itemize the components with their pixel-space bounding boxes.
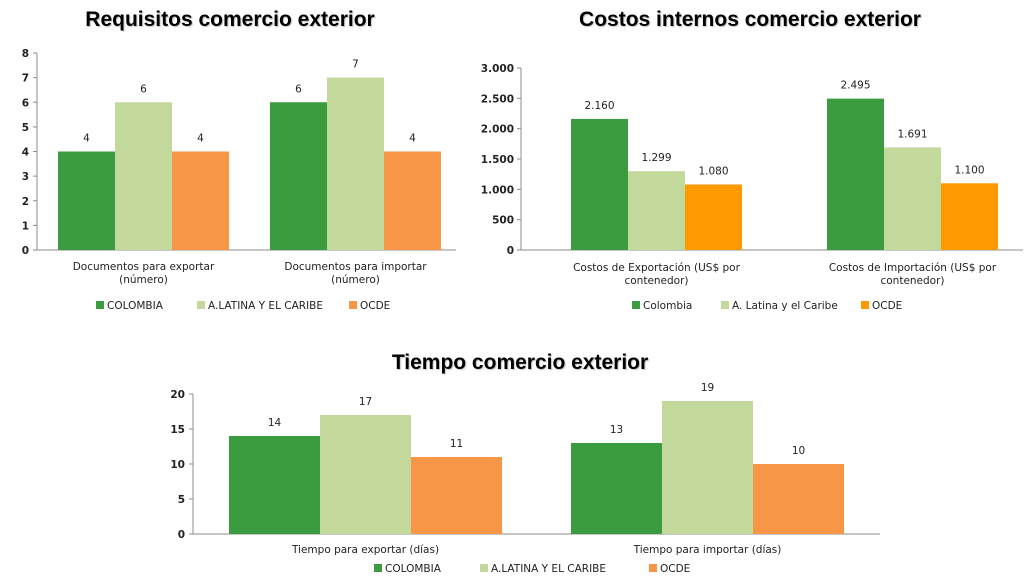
chart-2-y-tick-label: 2.500 [481,93,514,105]
chart-1-y-tick-label: 1 [22,220,29,232]
chart-1-legend-swatch [349,301,357,309]
chart-1-y-tick-label: 0 [22,245,29,257]
chart-1-y-tick-label: 3 [22,171,29,183]
chart-1-bar [384,151,441,250]
chart-2-value-label: 1.299 [641,152,671,164]
chart-1-y-tick-label: 6 [22,97,29,109]
chart-2-title: Costos internos comercio exterior [579,8,921,31]
chart-1-legend-label: OCDE [360,300,390,312]
chart-1-value-label: 7 [352,59,359,71]
chart-2-value-label: 2.495 [840,80,870,92]
chart-2-category-label: contenedor) [624,275,688,287]
chart-2-category-label: contenedor) [880,275,944,287]
chart-2-value-label: 1.080 [698,165,728,177]
chart-3-legend-swatch [649,564,657,572]
chart-1-bar [270,102,327,250]
chart-1-bar [172,151,229,250]
chart-1-legend-label: COLOMBIA [107,300,164,312]
chart-3-bar [753,464,844,534]
chart-3-value-label: 13 [610,424,623,436]
chart-2-bar [571,118,628,251]
chart-2-y-tick-label: 2.000 [481,124,514,136]
chart-3-y-tick-label: 20 [170,389,185,401]
chart-2-y-tick-label: 1.000 [481,184,514,196]
chart-3-bar [320,415,411,534]
chart-3-bar [411,457,502,534]
chart-3-bar [229,436,320,534]
chart-2-value-label: 1.100 [954,164,984,176]
chart-1-legend-swatch [197,301,205,309]
chart-3-value-label: 10 [792,445,805,457]
chart-3-title: Tiempo comercio exterior [391,351,649,374]
chart-1-y-tick-label: 8 [22,48,29,60]
chart-3-legend-swatch [480,564,488,572]
chart-2-y-tick-label: 1.500 [481,154,514,166]
chart-3-legend-label: COLOMBIA [385,563,442,575]
chart-1-y-tick-label: 5 [22,122,29,134]
chart-1-value-label: 6 [140,83,147,95]
chart-3-category-label: Tiempo para exportar (días) [291,544,439,556]
chart-2-value-label: 1.691 [897,128,927,140]
chart-2-bar [884,147,941,250]
chart-1-value-label: 4 [409,133,416,145]
chart-3-legend-swatch [374,564,382,572]
chart-2-y-tick-label: 3.000 [481,63,514,75]
chart-2-bar [628,171,685,250]
chart-1-category-label: Documentos para importar [284,261,427,273]
chart-3-bar [662,401,753,534]
chart-3-category-label: Tiempo para importar (días) [633,544,782,556]
chart-2-category-label: Costos de Importación (US$ por [829,262,997,274]
chart-2-bar [827,98,884,251]
chart-2-bar [941,183,998,250]
chart-2-legend-swatch [632,301,640,309]
chart-2-legend-swatch [721,301,729,309]
chart-3-value-label: 19 [701,382,714,394]
chart-3-bar [571,443,662,534]
chart-1-value-label: 4 [83,133,90,145]
chart-3-legend-label: OCDE [660,563,690,575]
chart-1-y-tick-label: 4 [22,147,29,159]
chart-2-legend-label: A. Latina y el Caribe [732,300,838,312]
chart-1-value-label: 4 [197,133,204,145]
chart-3-y-tick-label: 0 [178,529,185,541]
chart-2-bar [685,184,742,250]
chart-1-category-label: (número) [331,274,380,286]
chart-1-bar [58,151,115,250]
chart-2-category-label: Costos de Exportación (US$ por [573,262,741,274]
chart-3-value-label: 14 [268,417,282,429]
chart-3-value-label: 11 [450,438,463,450]
chart-2-legend-swatch [861,301,869,309]
chart-1-legend-label: A.LATINA Y EL CARIBE [208,300,323,312]
chart-1-title: Requisitos comercio exterior [85,8,375,31]
chart-2-value-label: 2.160 [584,100,614,112]
chart-1-value-label: 6 [295,83,302,95]
chart-3-y-tick-label: 15 [170,424,185,436]
chart-3-legend-label: A.LATINA Y EL CARIBE [491,563,606,575]
chart-2-y-tick-label: 500 [492,215,514,227]
chart-1-bar [327,77,384,250]
chart-2-y-tick-label: 0 [507,245,514,257]
chart-3-y-tick-label: 10 [170,459,185,471]
chart-1-y-tick-label: 7 [22,73,29,85]
chart-1-bar [115,102,172,250]
chart-2-legend-label: OCDE [872,300,902,312]
chart-1-y-tick-label: 2 [22,196,29,208]
chart-2-legend-label: Colombia [643,300,692,312]
chart-1-category-label: (número) [119,274,168,286]
chart-1-legend-swatch [96,301,104,309]
chart-1-category-label: Documentos para exportar [73,261,215,273]
chart-3-y-tick-label: 5 [178,494,185,506]
chart-3-value-label: 17 [359,396,372,408]
